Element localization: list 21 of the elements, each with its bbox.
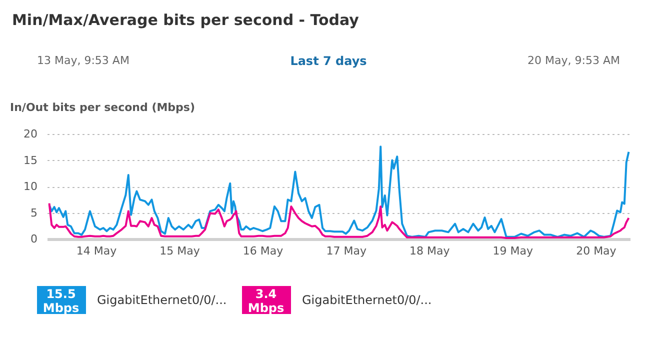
x-tick-label: 19 May (492, 244, 534, 258)
x-tick-label: 20 May (576, 244, 617, 258)
chart-title: Min/Max/Average bits per second - Today (12, 11, 360, 29)
text: 20 May, 9:53 AM (528, 54, 620, 67)
chart-subtitle: Last 7 days (290, 54, 367, 68)
x-tick-label: 17 May (326, 244, 367, 258)
y-tick-label: 15 (24, 154, 38, 167)
legend-label: GigabitEthernet0/0/... (302, 293, 432, 307)
legend-label: GigabitEthernet0/0/... (97, 293, 227, 307)
y-tick-label: 10 (24, 180, 38, 193)
text: 15.5 Mbps (42, 287, 80, 315)
x-tick-label: 14 May (76, 244, 118, 258)
text: 13 May, 9:53 AM (37, 54, 130, 67)
x-tick-label: 18 May (410, 244, 450, 258)
text: 3.4 Mbps (248, 287, 284, 315)
y-tick-label: 20 (24, 128, 38, 140)
y-axis-title: In/Out bits per second (Mbps) (10, 101, 195, 114)
x-tick-label: 16 May (242, 244, 284, 258)
y-tick-label: 0 (30, 232, 38, 246)
x-tick-label: 15 May (160, 244, 200, 258)
y-tick-label: 5 (30, 206, 38, 220)
